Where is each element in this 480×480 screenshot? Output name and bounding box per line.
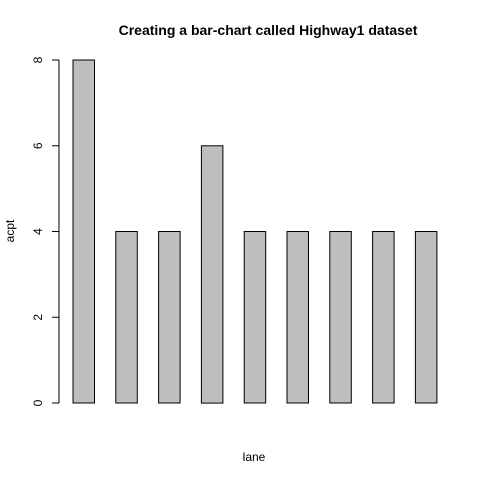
- y-tick-label-6: 6: [31, 142, 45, 149]
- bar-2: [115, 231, 138, 404]
- y-tick-label-4: 4: [31, 228, 45, 235]
- y-tick-label-0: 0: [31, 399, 45, 406]
- bar-4: [200, 145, 224, 404]
- x-axis-label: lane: [243, 450, 266, 464]
- y-tick-label-2: 2: [31, 314, 45, 321]
- bar-8: [372, 231, 395, 404]
- bar-3: [158, 231, 181, 404]
- y-axis: 0 2 4 6 8: [31, 56, 60, 406]
- y-tick-label-8: 8: [31, 56, 45, 63]
- bar-9: [414, 231, 438, 404]
- y-axis-label: acpt: [3, 219, 17, 242]
- bar-1: [72, 59, 95, 404]
- bars-group: [72, 59, 438, 404]
- bar-5: [243, 231, 267, 404]
- chart-title: Creating a bar-chart called Highway1 dat…: [119, 22, 418, 38]
- bar-7: [329, 231, 352, 404]
- bar-6: [286, 231, 309, 404]
